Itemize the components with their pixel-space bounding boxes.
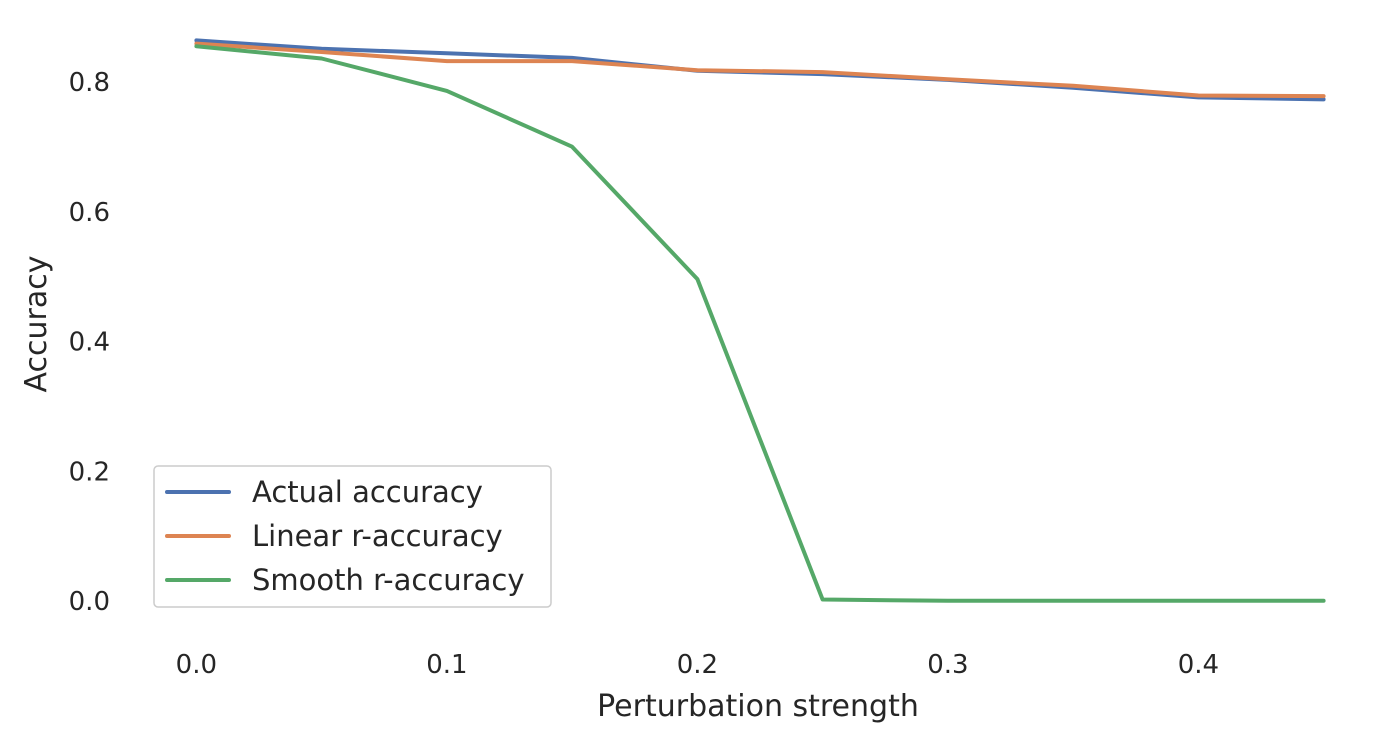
legend-label-smooth-r-accuracy: Smooth r-accuracy — [252, 563, 524, 597]
series-line-linear-r-accuracy — [194, 41, 1326, 99]
legend-label-linear-r-accuracy: Linear r-accuracy — [252, 519, 503, 553]
y-axis-ticks: 0.0 0.2 0.4 0.6 0.8 — [69, 68, 110, 617]
y-tick-label: 0.2 — [69, 457, 110, 487]
series-line-smooth-r-accuracy — [194, 44, 1326, 603]
x-tick-label: 0.2 — [677, 650, 718, 680]
legend: Actual accuracy Linear r-accuracy Smooth r… — [153, 465, 552, 608]
y-tick-label: 0.4 — [69, 328, 110, 358]
series-lines — [194, 38, 1326, 603]
x-tick-label: 0.3 — [927, 650, 968, 680]
legend-label-actual-accuracy: Actual accuracy — [252, 475, 483, 509]
legend-items: Actual accuracy Linear r-accuracy Smooth r… — [165, 475, 524, 597]
x-axis-ticks: 0.0 0.1 0.2 0.3 0.4 — [176, 650, 1219, 680]
x-tick-label: 0.4 — [1178, 650, 1219, 680]
legend-frame — [153, 465, 552, 608]
y-tick-label: 0.6 — [69, 198, 110, 228]
y-tick-label: 0.8 — [69, 68, 110, 98]
y-axis-label: Accuracy — [19, 256, 54, 393]
y-tick-label: 0.0 — [69, 587, 110, 617]
x-tick-label: 0.1 — [426, 650, 467, 680]
x-axis-label: Perturbation strength — [597, 689, 919, 724]
x-tick-label: 0.0 — [176, 650, 217, 680]
